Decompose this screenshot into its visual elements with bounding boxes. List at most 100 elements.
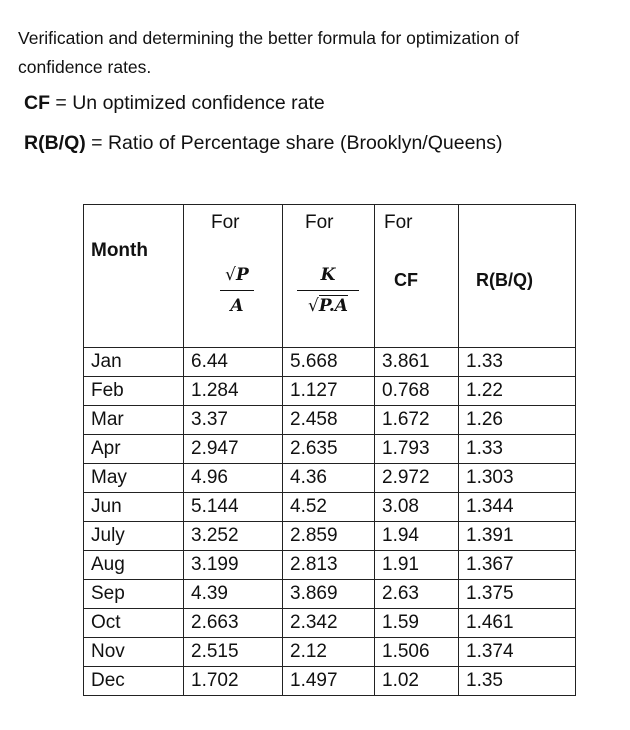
month-cell: May	[83, 463, 184, 493]
header-cf: CF	[394, 270, 418, 290]
table-body: Jan 6.44 5.668 3.861 1.33 Feb 1.284 1.127 0.768 1…	[83, 347, 576, 696]
definition-text: = Ratio of Percentage share (Brooklyn/Qu…	[85, 132, 503, 154]
formula-denominator: A	[230, 296, 244, 316]
cf-value-cell: 1.59	[374, 608, 459, 638]
header-month-cell: Month	[83, 204, 184, 348]
formula2-value-cell: 4.36	[282, 463, 375, 493]
header-for-label: For	[211, 212, 240, 233]
formula-denominator: P.A	[318, 295, 348, 316]
formula1-value-cell: 5.144	[183, 492, 283, 522]
rbq-value-cell: 1.22	[458, 376, 576, 406]
sqrt-symbol-icon: √	[308, 296, 319, 316]
table-row: Sep 4.39 3.869 2.63 1.375	[83, 579, 576, 609]
cf-value-cell: 1.793	[374, 434, 459, 464]
month-cell: Feb	[83, 376, 184, 406]
sqrt-symbol-icon: √	[225, 265, 237, 285]
table-row: Aug 3.199 2.813 1.91 1.367	[83, 550, 576, 580]
rbq-value-cell: 1.35	[458, 666, 576, 696]
cf-value-cell: 0.768	[374, 376, 459, 406]
table-row: Feb 1.284 1.127 0.768 1.22	[83, 376, 576, 406]
formula1-value-cell: 2.947	[183, 434, 283, 464]
cf-value-cell: 3.08	[374, 492, 459, 522]
month-cell: Jun	[83, 492, 184, 522]
header-rbq: R(B/Q)	[476, 270, 533, 290]
table-row: Mar 3.37 2.458 1.672 1.26	[83, 405, 576, 435]
formula2-value-cell: 4.52	[282, 492, 375, 522]
formula1-value-cell: 1.702	[183, 666, 283, 696]
formula1-value-cell: 6.44	[183, 347, 283, 377]
definition-term: R(B/Q)	[24, 132, 86, 154]
header-formula2-cell: For K √P.A	[282, 204, 375, 348]
formula-sqrt-p-over-a: √P A	[220, 263, 254, 318]
rbq-value-cell: 1.461	[458, 608, 576, 638]
confidence-rate-table: Month For √P A For K √P.A	[83, 204, 576, 696]
cf-value-cell: 1.02	[374, 666, 459, 696]
month-cell: Apr	[83, 434, 184, 464]
formula2-value-cell: 2.12	[282, 637, 375, 667]
header-formula1-cell: For √P A	[183, 204, 283, 348]
header-for-label: For	[305, 212, 334, 233]
definition-term: CF	[24, 92, 50, 114]
header-for-label: For	[384, 212, 413, 233]
month-cell: Oct	[83, 608, 184, 638]
cf-value-cell: 3.861	[374, 347, 459, 377]
table-row: Oct 2.663 2.342 1.59 1.461	[83, 608, 576, 638]
rbq-value-cell: 1.33	[458, 434, 576, 464]
table-row: Jan 6.44 5.668 3.861 1.33	[83, 347, 576, 377]
formula1-value-cell: 2.515	[183, 637, 283, 667]
definition-text: = Un optimized confidence rate	[50, 92, 325, 114]
rbq-value-cell: 1.303	[458, 463, 576, 493]
definition-rbq: R(B/Q) = Ratio of Percentage share (Broo…	[24, 132, 503, 155]
formula1-value-cell: 4.39	[183, 579, 283, 609]
formula1-value-cell: 3.252	[183, 521, 283, 551]
formula2-value-cell: 5.668	[282, 347, 375, 377]
month-cell: July	[83, 521, 184, 551]
formula2-value-cell: 3.869	[282, 579, 375, 609]
formula2-value-cell: 1.127	[282, 376, 375, 406]
cf-value-cell: 2.63	[374, 579, 459, 609]
table-row: Nov 2.515 2.12 1.506 1.374	[83, 637, 576, 667]
formula1-value-cell: 1.284	[183, 376, 283, 406]
formula2-value-cell: 1.497	[282, 666, 375, 696]
header-rbq-cell: R(B/Q)	[458, 204, 576, 348]
cf-value-cell: 1.91	[374, 550, 459, 580]
intro-paragraph: Verification and determining the better …	[18, 28, 519, 77]
formula1-value-cell: 3.37	[183, 405, 283, 435]
rbq-value-cell: 1.391	[458, 521, 576, 551]
rbq-value-cell: 1.33	[458, 347, 576, 377]
month-cell: Mar	[83, 405, 184, 435]
table-row: Apr 2.947 2.635 1.793 1.33	[83, 434, 576, 464]
cf-value-cell: 2.972	[374, 463, 459, 493]
month-cell: Aug	[83, 550, 184, 580]
header-cf-cell: For CF	[374, 204, 459, 348]
table-header-row: Month For √P A For K √P.A	[83, 204, 576, 348]
formula2-value-cell: 2.342	[282, 608, 375, 638]
formula-k-over-sqrt-pa: K √P.A	[297, 263, 359, 318]
cf-value-cell: 1.672	[374, 405, 459, 435]
formula1-value-cell: 2.663	[183, 608, 283, 638]
formula-numerator: K	[320, 265, 336, 285]
table-row: Dec 1.702 1.497 1.02 1.35	[83, 666, 576, 696]
fraction-bar	[220, 290, 254, 291]
formula2-value-cell: 2.859	[282, 521, 375, 551]
cf-value-cell: 1.94	[374, 521, 459, 551]
formula1-value-cell: 3.199	[183, 550, 283, 580]
definition-cf: CF = Un optimized confidence rate	[24, 92, 325, 115]
month-cell: Sep	[83, 579, 184, 609]
table-row: May 4.96 4.36 2.972 1.303	[83, 463, 576, 493]
cf-value-cell: 1.506	[374, 637, 459, 667]
formula-numerator: P	[236, 265, 249, 285]
rbq-value-cell: 1.367	[458, 550, 576, 580]
rbq-value-cell: 1.344	[458, 492, 576, 522]
rbq-value-cell: 1.375	[458, 579, 576, 609]
formula2-value-cell: 2.813	[282, 550, 375, 580]
formula1-value-cell: 4.96	[183, 463, 283, 493]
month-cell: Dec	[83, 666, 184, 696]
formula2-value-cell: 2.635	[282, 434, 375, 464]
rbq-value-cell: 1.26	[458, 405, 576, 435]
fraction-bar	[297, 290, 359, 291]
rbq-value-cell: 1.374	[458, 637, 576, 667]
month-cell: Nov	[83, 637, 184, 667]
formula2-value-cell: 2.458	[282, 405, 375, 435]
header-month: Month	[91, 240, 148, 261]
